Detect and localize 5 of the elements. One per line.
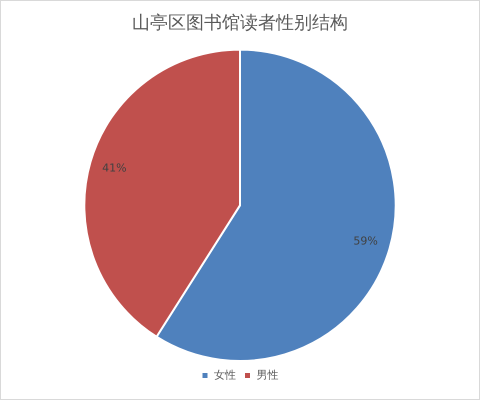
- chart-title: 山亭区图书馆读者性别结构: [132, 12, 348, 34]
- data-label: 41%: [102, 162, 127, 175]
- legend-label: 女性: [214, 368, 236, 382]
- legend-label: 男性: [256, 368, 278, 382]
- data-label: 59%: [353, 234, 378, 248]
